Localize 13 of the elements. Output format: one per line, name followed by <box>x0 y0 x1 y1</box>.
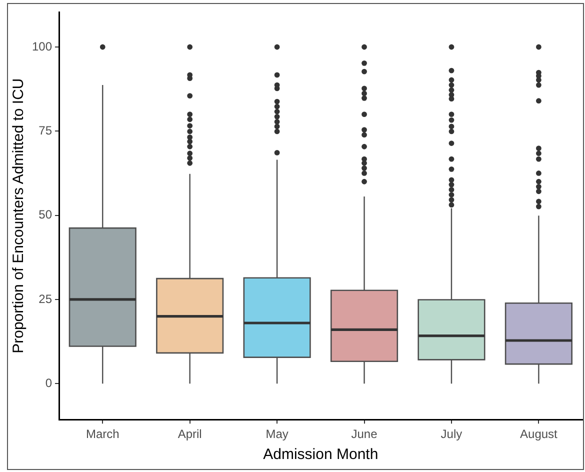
y-tick-label: 75 <box>38 123 52 138</box>
x-tick-label: March <box>86 427 120 442</box>
x-tick-label: May <box>266 427 288 442</box>
y-axis-title: Proportion of Encounters Admitted to ICU <box>10 78 28 354</box>
x-tick-label: June <box>351 427 378 442</box>
y-tick-label: 100 <box>32 39 52 54</box>
x-axis-title: Admission Month <box>263 446 378 464</box>
x-tick-label: August <box>520 427 558 442</box>
y-tick-label: 25 <box>38 292 52 306</box>
x-tick-label: July <box>440 427 462 442</box>
y-tick-label: 0 <box>45 376 52 390</box>
y-tick-label: 50 <box>38 208 52 222</box>
x-tick-label: April <box>178 427 202 442</box>
